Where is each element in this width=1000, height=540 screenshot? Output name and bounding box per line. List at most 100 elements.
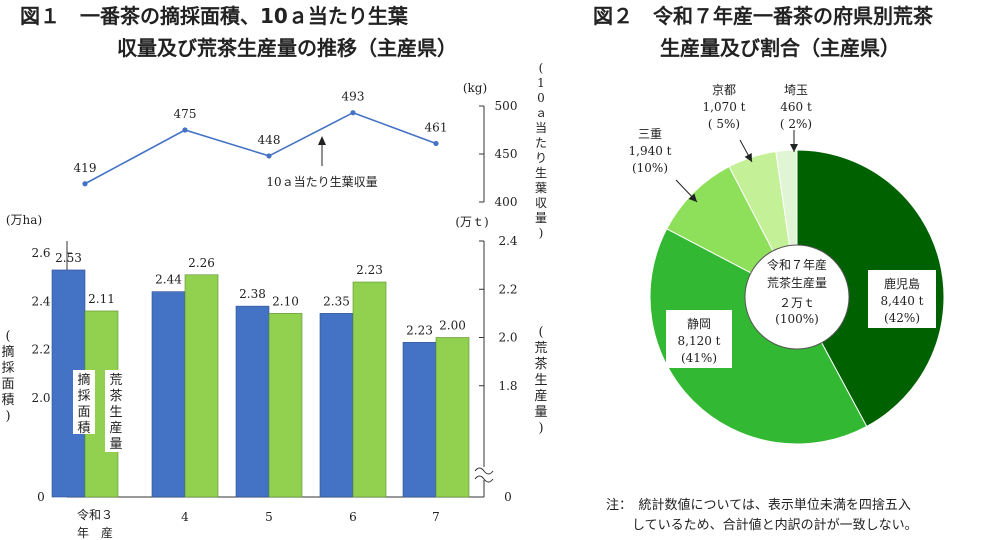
line-data-label: 493 (342, 90, 365, 104)
pie-label-kyoto: 1,070 t (703, 100, 746, 114)
pie-label-saitama: 埼玉 (784, 83, 808, 97)
line-axis-label: た (535, 136, 547, 150)
line-axis-unit: (kg) (463, 81, 487, 95)
bar-area-label: 2.35 (323, 294, 350, 308)
line-point (266, 153, 272, 159)
line-point (433, 140, 439, 147)
line-axis-label: 当 (535, 121, 547, 135)
bar-area-label: 2.38 (239, 287, 266, 301)
line-data-label: 475 (174, 107, 197, 121)
pie-label-mie: 1,940 t (629, 144, 672, 158)
line-axis-label: 収 (535, 196, 547, 210)
line-data-label: 419 (74, 161, 97, 175)
pie-label-shizuoka: 8,120 t (678, 334, 721, 348)
pie-label-kagoshima: 8,440 t (881, 294, 924, 308)
figure2-title-line1: 図２ 令和７年産一番茶の府県別荒茶 (593, 4, 933, 28)
bar-legend-production: 生 (109, 405, 122, 420)
bar-right-axis-label: 生 (534, 373, 547, 388)
pie-center-hole (744, 244, 850, 350)
bar-right-axis-label: ) (538, 421, 543, 436)
bar-right-tick-label: 2.2 (498, 282, 517, 296)
pie-label-kyoto: ( 5%) (708, 117, 740, 131)
pie-leader-mie-head (688, 193, 697, 202)
pie-label-mie: (10%) (632, 161, 668, 175)
bar-category-label: 6 (349, 510, 357, 524)
bar-right-axis-label: 荒 (534, 341, 547, 356)
bar-right-zero-label: 0 (504, 490, 512, 504)
bar-category-label: 年 産 (77, 525, 113, 540)
figure2-note-line1: 注： 統計数値については、表示単位未満を四捨五入 (606, 498, 911, 513)
bar-area (402, 342, 437, 498)
pie-label-mie: 三重 (638, 127, 662, 141)
bar-legend-area: 摘 (77, 372, 90, 388)
bar-category-label: 4 (181, 510, 189, 524)
line-point (182, 127, 188, 133)
bar-left-tick-label: 2.4 (31, 294, 50, 308)
bar-left-axis-label: 採 (1, 361, 14, 376)
bar-left-axis-label: 面 (1, 377, 14, 392)
pie-label-box-shizuoka (666, 310, 732, 368)
line-axis-label: ) (539, 226, 544, 240)
line-axis-label: ａ (535, 106, 547, 120)
bar-category-label: 令和３ (77, 507, 113, 522)
line-axis-label: 0 (537, 91, 545, 105)
line-axis-label: ( (539, 61, 544, 75)
line-point (82, 181, 88, 187)
line-axis-label: 生 (535, 166, 547, 180)
bar-left-unit: (万ha) (6, 213, 42, 227)
bar-legend-area: 面 (77, 405, 90, 420)
pie-center-label: 荒茶生産量 (767, 275, 827, 290)
pie-leader-kyoto-head (744, 153, 752, 162)
bar-production (268, 313, 303, 498)
line-annotation-arrowhead (318, 136, 326, 145)
bar-left-axis-label: ) (5, 409, 10, 424)
bar-legend-area-box (73, 370, 95, 434)
bar-right-axis-label: 量 (534, 405, 547, 420)
pie-label-kyoto: 京都 (712, 83, 736, 97)
bar-right-tick-label: 2.4 (498, 234, 517, 248)
bar-production (435, 337, 470, 498)
bar-right-tick-label: 2.0 (498, 331, 517, 345)
bar-legend-production: 産 (109, 420, 122, 436)
line-point (350, 110, 356, 116)
pie-label-box-kagoshima (868, 270, 936, 328)
line-axis-label: 葉 (535, 181, 547, 195)
bar-area (319, 313, 354, 498)
bar-left-tick-label: 2.2 (31, 343, 50, 357)
bar-left-axis-label: 積 (1, 393, 14, 408)
figure2-note-line2: しているため、合計値と内訳の計が一致しない。 (606, 518, 918, 533)
line-axis-label: 1 (537, 76, 545, 90)
bar-left-tick-label: 2.6 (31, 246, 50, 260)
line-data-label: 461 (425, 120, 448, 134)
bar-right-axis-break (474, 475, 494, 483)
line-axis-label: 量 (535, 211, 547, 225)
pie-label-saitama: ( 2%) (780, 117, 812, 131)
figure1-title-line2: 収量及び荒茶生産量の推移（主産県） (117, 36, 457, 60)
bar-right-tick-label: 1.8 (498, 379, 517, 393)
line-series-yield (84, 111, 437, 185)
line-axis-tick-label: 450 (495, 147, 518, 161)
bar-right-axis-label: 産 (534, 388, 547, 404)
pie-label-kagoshima: 鹿児島 (884, 276, 920, 291)
figure2-title-line2: 生産量及び割合（主産県） (660, 36, 900, 60)
pie-slice (649, 228, 868, 445)
pie-center-label: ２万ｔ (779, 296, 815, 310)
bar-production-label: 2.11 (88, 292, 115, 306)
bar-production-label: 2.10 (272, 294, 299, 308)
bar-production (352, 281, 387, 498)
bar-legend-area: 採 (77, 389, 90, 404)
bar-area-label: 2.23 (406, 323, 433, 337)
bar-production-label: 2.26 (188, 256, 215, 270)
bar-production-label: 2.23 (356, 263, 383, 277)
bar-legend-area: 積 (77, 421, 90, 436)
pie-label-shizuoka: (41%) (681, 351, 717, 365)
bar-right-axis-break (474, 467, 494, 475)
line-axis-label: り (535, 151, 547, 165)
pie-leader-saitama-head (790, 144, 798, 152)
bar-legend-production: 量 (109, 437, 122, 452)
line-axis-tick-label: 400 (495, 195, 518, 209)
bar-production-label: 2.00 (439, 319, 466, 333)
bar-left-axis-label: 摘 (1, 344, 14, 360)
bar-category-label: 5 (265, 510, 273, 524)
bar-area-label: 2.44 (155, 273, 182, 287)
